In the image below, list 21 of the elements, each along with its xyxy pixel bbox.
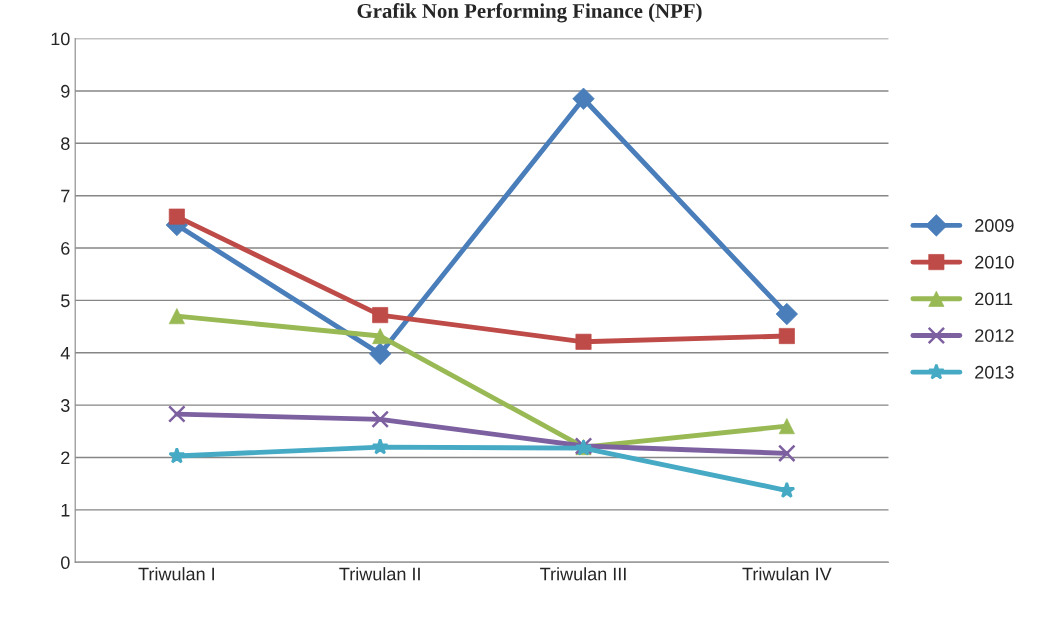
y-tick-label: 8 [61, 137, 70, 151]
y-tick-label: 10 [51, 32, 70, 46]
y-tick-label: 0 [60, 556, 70, 570]
legend-label: 2011 [975, 292, 1013, 306]
legend-label: 2013 [975, 365, 1014, 379]
x-tick-label: Triwulan I [138, 567, 214, 581]
chart-title: Grafik Non Performing Finance (NPF) [357, 3, 702, 23]
y-tick-label: 9 [61, 84, 70, 98]
y-tick-label: 1 [61, 504, 70, 517]
legend-label: 2009 [975, 219, 1014, 232]
y-tick-label: 6 [61, 241, 70, 255]
y-tick-label: 4 [60, 346, 70, 360]
y-tick-label: 2 [61, 451, 70, 465]
x-tick-label: Triwulan IV [742, 567, 832, 581]
legend-label: 2012 [975, 329, 1014, 342]
y-tick-label: 3 [60, 399, 70, 412]
y-tick-label: 5 [61, 294, 70, 308]
x-tick-label: Triwulan II [339, 567, 420, 581]
y-tick-label: 7 [61, 189, 70, 203]
x-tick-label: Triwulan III [540, 567, 626, 581]
legend-label: 2010 [975, 255, 1014, 269]
